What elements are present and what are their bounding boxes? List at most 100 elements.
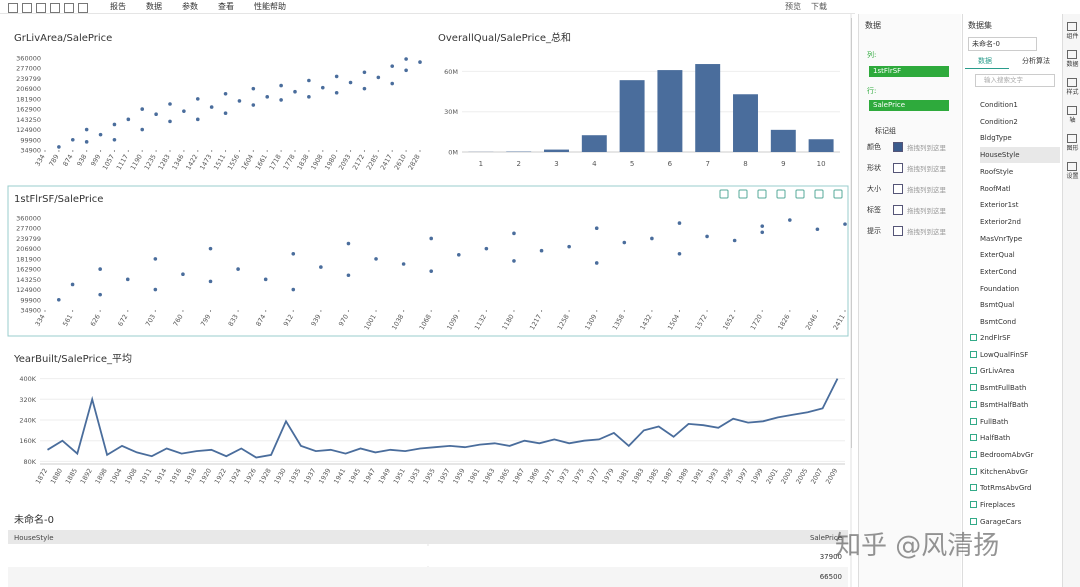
point [843,222,847,226]
measure-field[interactable]: BedroomAbvGr [980,450,1034,459]
x-tick-label: 1959 [451,467,466,485]
measure-field[interactable]: BsmtFullBath [980,384,1027,393]
dimension-field[interactable]: Foundation [980,284,1020,293]
menu[interactable]: 数据 [146,2,162,11]
channel-drop[interactable]: 拖拽列到这里 [907,228,946,236]
dimension-field[interactable]: Exterior1st [980,201,1019,210]
point [401,262,406,266]
toolbar-icon[interactable] [22,3,32,13]
measure-field[interactable]: BsmtHalfBath [980,400,1029,409]
x-tick-label: 1473 [198,153,213,171]
x-tick-label: 874 [254,313,267,328]
measure-field[interactable]: Fireplaces [980,501,1015,509]
channel-icon[interactable] [893,205,903,215]
tab[interactable]: 分析算法 [1022,57,1050,65]
point [319,265,323,269]
sidebar-icon[interactable] [1067,162,1077,171]
dataset-select[interactable]: 未命名-0 [968,37,1037,51]
channel-drop[interactable]: 拖拽列到这里 [907,144,946,152]
measure-field[interactable]: FullBath [980,417,1009,426]
y-tick-label: 160K [19,437,36,445]
point [815,227,820,232]
x-tick-label: 1898 [94,467,109,485]
measure-field[interactable]: 2ndFlrSF [980,334,1011,342]
x-tick-label: 1180 [500,313,515,331]
x-tick-label: 1971 [541,467,556,485]
channel-icon[interactable] [893,184,903,194]
channel-icon[interactable] [893,163,903,173]
measure-field[interactable]: LowQualFinSF [980,350,1029,359]
sidebar-icon[interactable] [1067,134,1077,143]
sidebar-label[interactable]: 设置 [1066,173,1079,180]
sidebar-label[interactable]: 样式 [1066,89,1079,96]
x-tick-label: 789 [47,153,60,168]
menu[interactable]: 参数 [182,2,198,11]
dimension-field[interactable]: ExterCond [980,268,1017,276]
y-tick-label: 99900 [20,296,41,304]
measure-field[interactable]: HalfBath [980,434,1011,443]
toolbar-icon[interactable] [8,3,18,13]
toolbar-icon[interactable] [64,3,74,13]
sidebar-icon[interactable] [1067,106,1077,115]
channel-drop[interactable]: 拖拽列到这里 [907,165,946,173]
y-tick-label: 360000 [16,55,41,63]
x-tick-label: 1904 [109,467,124,485]
sidebar-label[interactable]: 轴 [1069,117,1076,124]
action[interactable]: 预览 [785,2,801,11]
menu[interactable]: 报告 [110,2,126,11]
measure-icon [970,384,977,392]
sidebar-icon[interactable] [1067,78,1077,87]
x-tick-label: 1346 [170,153,185,171]
dimension-field[interactable]: RoofStyle [980,167,1014,176]
sidebar-label[interactable]: 数据 [1066,61,1079,68]
point [154,112,158,117]
x-tick-label: 1 [479,160,483,168]
channel-icon[interactable] [893,142,903,152]
dimension-field[interactable]: ExterQual [980,251,1015,260]
dimension-field[interactable]: Exterior2nd [980,217,1021,226]
tab[interactable]: 数据 [978,57,992,65]
channel-drop[interactable]: 拖拽列到这里 [907,186,946,194]
sidebar-label[interactable]: 图形 [1066,145,1079,152]
x-tick-label: 1955 [422,467,437,485]
search-box[interactable]: 输入搜索文字 [975,74,1055,87]
chart-tool [719,189,729,199]
measure-field[interactable]: TotRmsAbvGrd [980,484,1032,493]
sidebar-icon[interactable] [1067,22,1077,31]
menu[interactable]: 性能帮助 [254,2,286,11]
channel-icon[interactable] [893,226,903,236]
x-tick-label: 1908 [123,467,138,485]
point [237,99,242,103]
menu[interactable]: 查看 [218,2,234,11]
x-tick-label: 1235 [143,153,158,171]
point [732,238,737,243]
bar [733,94,758,152]
point [112,122,117,127]
dimension-field[interactable]: BsmtQual [980,301,1015,310]
sidebar-label[interactable]: 组件 [1066,33,1079,40]
x-tick-label: 2001 [764,467,779,485]
channel-drop[interactable]: 拖拽列到这里 [907,207,946,215]
chart-tool [833,189,843,199]
dimension-field[interactable]: RoofMatl [980,184,1011,193]
dimension-field[interactable]: BsmtCond [980,318,1017,327]
dimension-field[interactable]: Condition1 [980,101,1018,109]
x-tick-label: 1987 [660,467,675,485]
action[interactable]: 下载 [811,2,827,11]
measure-field[interactable]: GarageCars [980,517,1022,526]
column-field[interactable]: 1stFlrSF [869,66,949,77]
dimension-field[interactable]: HouseStyle [980,147,1060,164]
x-tick-label: 1068 [418,313,433,331]
point [70,137,75,142]
sidebar-icon[interactable] [1067,50,1077,59]
dimension-field[interactable]: Condition2 [980,117,1018,126]
point [346,273,351,278]
row-field[interactable]: SalePrice [869,100,949,111]
toolbar-icon[interactable] [78,3,88,13]
dimension-field[interactable]: BldgType [980,134,1012,143]
measure-field[interactable]: KitchenAbvGr [980,467,1028,476]
toolbar-icon[interactable] [36,3,46,13]
dimension-field[interactable]: MasVnrType [980,234,1023,243]
toolbar-icon[interactable] [50,3,60,13]
measure-field[interactable]: GrLivArea [980,367,1015,376]
